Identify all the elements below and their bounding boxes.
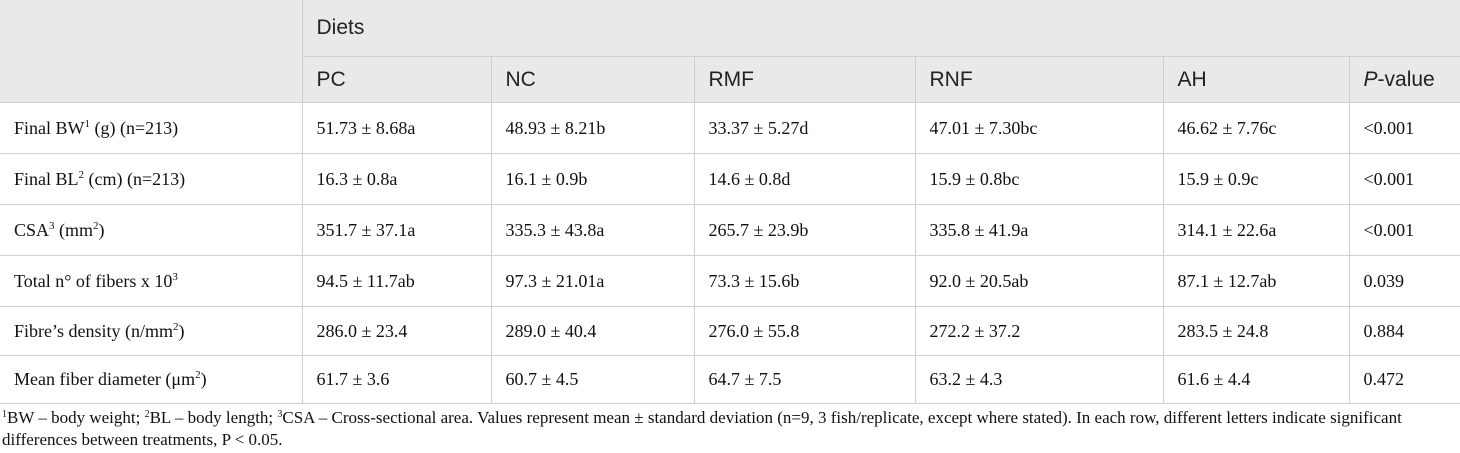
- table-body: Final BW1 (g) (n=213) 51.73 ± 8.68a 48.9…: [0, 102, 1460, 404]
- table-cell: 60.7 ± 4.5: [490, 355, 694, 404]
- row-label-sup: 2: [93, 219, 99, 232]
- footnote-sup: 1: [2, 409, 7, 420]
- table-cell: 33.37 ± 5.27d: [693, 102, 915, 154]
- table-cell: 87.1 ± 12.7ab: [1162, 255, 1349, 307]
- row-label: Mean fiber diameter (μm2): [0, 355, 302, 404]
- header-corner-cell: [0, 0, 303, 103]
- table-row: CSA3 (mm2) 351.7 ± 37.1a 335.3 ± 43.8a 2…: [0, 204, 1460, 256]
- table-cell: 48.93 ± 8.21b: [490, 102, 694, 154]
- table-cell: 335.8 ± 41.9a: [914, 204, 1163, 256]
- row-label-text: (g) (n=213): [90, 117, 179, 138]
- table-cell: 46.62 ± 7.76c: [1162, 102, 1349, 154]
- header-col-rmf: RMF: [693, 56, 915, 103]
- row-label-sup: 2: [78, 168, 85, 181]
- table-row: Final BL2 (cm) (n=213) 16.3 ± 0.8a 16.1 …: [0, 153, 1460, 205]
- row-label-text: ): [200, 369, 207, 389]
- table-cell: 63.2 ± 4.3: [914, 355, 1163, 404]
- row-label-text: Fibre’s density (n/mm: [14, 320, 173, 341]
- table-cell: 94.5 ± 11.7ab: [301, 255, 491, 307]
- table-row: Final BW1 (g) (n=213) 51.73 ± 8.68a 48.9…: [0, 102, 1460, 154]
- row-label-text: ): [98, 219, 105, 240]
- table-cell: 283.5 ± 24.8: [1162, 306, 1349, 356]
- table-cell: 47.01 ± 7.30bc: [914, 102, 1163, 154]
- results-table: Diets PC NC RMF RNF AH P-value Final BW1…: [0, 0, 1460, 404]
- pvalue-suffix: -value: [1377, 67, 1435, 91]
- row-label: Fibre’s density (n/mm2): [0, 306, 302, 356]
- header-col-rnf: RNF: [914, 56, 1163, 103]
- header-group-diets: Diets: [301, 0, 1460, 57]
- row-label-sup: 2: [173, 320, 179, 333]
- table-cell: 97.3 ± 21.01a: [490, 255, 694, 307]
- table-cell: 64.7 ± 7.5: [693, 355, 915, 404]
- header-col-ah: AH: [1162, 56, 1349, 103]
- row-label-text: ): [178, 320, 185, 341]
- footnote-text: BW – body weight;: [7, 408, 145, 427]
- row-label: CSA3 (mm2): [0, 204, 302, 256]
- row-label-sup: 3: [172, 270, 178, 283]
- row-label-text: Final BW: [14, 117, 85, 138]
- row-label-text: Mean fiber diameter (μm: [14, 369, 196, 389]
- table-cell: 272.2 ± 37.2: [914, 306, 1163, 356]
- header-col-pc: PC: [302, 56, 491, 103]
- row-label-text: Final BL: [14, 168, 79, 189]
- header-col-nc: NC: [490, 56, 694, 103]
- pvalue-cell: <0.001: [1348, 153, 1460, 205]
- pvalue-cell: 0.039: [1348, 255, 1460, 307]
- table-cell: 351.7 ± 37.1a: [301, 204, 491, 256]
- pvalue-cell: <0.001: [1348, 102, 1460, 154]
- pvalue-cell: <0.001: [1348, 204, 1460, 256]
- table-cell: 276.0 ± 55.8: [693, 306, 915, 356]
- pvalue-cell: 0.884: [1348, 306, 1460, 356]
- pvalue-italic-p: P: [1363, 67, 1378, 91]
- footnote-sup: 2: [144, 409, 150, 420]
- row-label: Final BL2 (cm) (n=213): [0, 153, 302, 205]
- table-row: Mean fiber diameter (μm2) 61.7 ± 3.6 60.…: [0, 355, 1460, 404]
- table-cell: 61.6 ± 4.4: [1162, 355, 1349, 404]
- footnote-text: BL – body length;: [149, 408, 278, 427]
- table-header: Diets PC NC RMF RNF AH P-value: [0, 0, 1460, 103]
- table-row: Fibre’s density (n/mm2) 286.0 ± 23.4 289…: [0, 306, 1460, 356]
- row-label-sup: 3: [49, 219, 55, 232]
- row-label-sup: 1: [84, 117, 91, 130]
- row-label-text: Total n° of fibers x 10: [14, 270, 173, 291]
- row-label: Final BW1 (g) (n=213): [0, 102, 302, 154]
- table-cell: 61.7 ± 3.6: [301, 355, 491, 404]
- table-cell: 73.3 ± 15.6b: [693, 255, 915, 307]
- table-cell: 15.9 ± 0.9c: [1162, 153, 1349, 205]
- table-cell: 14.6 ± 0.8d: [693, 153, 915, 205]
- table-cell: 289.0 ± 40.4: [490, 306, 694, 356]
- table-cell: 314.1 ± 22.6a: [1162, 204, 1349, 256]
- table-cell: 265.7 ± 23.9b: [693, 204, 915, 256]
- table-cell: 51.73 ± 8.68a: [301, 102, 491, 154]
- table-cell: 335.3 ± 43.8a: [490, 204, 694, 256]
- footnote-text: CSA – Cross-sectional area. Values repre…: [2, 408, 1402, 449]
- pvalue-cell: 0.472: [1348, 355, 1460, 404]
- table-cell: 286.0 ± 23.4: [301, 306, 491, 356]
- table-footnote: 1BW – body weight; 2BL – body length; 3C…: [0, 404, 1460, 451]
- row-label: Total n° of fibers x 103: [0, 255, 302, 307]
- row-label-text: CSA: [14, 219, 50, 240]
- table-cell: 92.0 ± 20.5ab: [914, 255, 1163, 307]
- table-row: Total n° of fibers x 103 94.5 ± 11.7ab 9…: [0, 255, 1460, 307]
- footnote-sup: 3: [277, 409, 283, 420]
- header-col-pvalue: P-value: [1348, 56, 1460, 103]
- table-cell: 16.3 ± 0.8a: [301, 153, 491, 205]
- table-cell: 15.9 ± 0.8bc: [914, 153, 1163, 205]
- table-cell: 16.1 ± 0.9b: [490, 153, 694, 205]
- row-label-sup: 2: [195, 369, 201, 381]
- row-label-text: (cm) (n=213): [84, 168, 186, 189]
- row-label-text: (mm: [54, 219, 94, 240]
